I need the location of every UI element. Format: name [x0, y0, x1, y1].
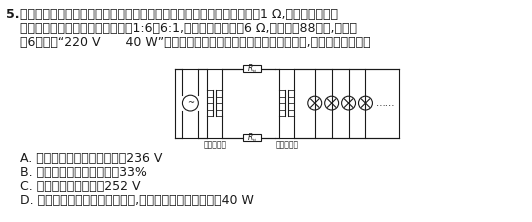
Text: 5.: 5.: [6, 8, 20, 21]
Text: C. 发电机输出的电压为252 V: C. 发电机输出的电压为252 V: [20, 180, 141, 193]
Text: ……: ……: [376, 98, 395, 108]
Text: $R_线$: $R_线$: [247, 62, 257, 74]
Text: 如图所示，一微小型发电厂为某中学提供照明用电。已知发电机的内阵为1 Ω,升压变压器和降: 如图所示，一微小型发电厂为某中学提供照明用电。已知发电机的内阵为1 Ω,升压变压…: [20, 8, 338, 21]
Bar: [243, 65, 261, 72]
Text: 降压变压器: 降压变压器: [276, 141, 298, 150]
Text: D. 若每个班级只有一半的灯工作,则每盏灯的实际功率大于40 W: D. 若每个班级只有一半的灯工作,则每盏灯的实际功率大于40 W: [20, 194, 254, 207]
Text: 有6盏标有“220 V  40 W”的照明灯。若所有班级的照明灯都正常发光,下列说法正确的是: 有6盏标有“220 V 40 W”的照明灯。若所有班级的照明灯都正常发光,下列说…: [20, 36, 371, 49]
Text: ~: ~: [187, 98, 194, 107]
Text: 压变压器的原、副线圈匹数分别为1:6和6:1,输电线上总电阵为6 Ω,该中学共88个班,每个班: 压变压器的原、副线圈匹数分别为1:6和6:1,输电线上总电阵为6 Ω,该中学共8…: [20, 22, 358, 35]
Bar: [243, 134, 261, 141]
Text: A. 发电机产生的感应电动势为236 V: A. 发电机产生的感应电动势为236 V: [20, 153, 163, 165]
Text: $R_线$: $R_线$: [247, 131, 257, 143]
Text: 升压变压器: 升压变压器: [204, 141, 227, 150]
Text: B. 整个装置的机械效率约为33%: B. 整个装置的机械效率约为33%: [20, 166, 147, 179]
